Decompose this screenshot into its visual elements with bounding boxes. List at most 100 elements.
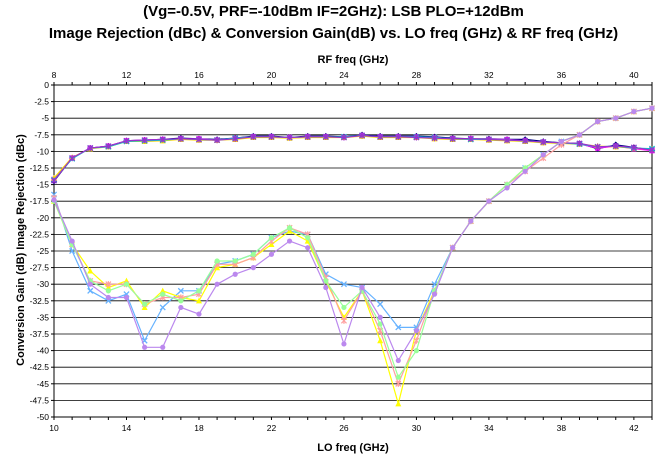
data-point [413, 134, 420, 141]
data-point [105, 142, 112, 150]
data-point [413, 328, 420, 334]
data-point [630, 144, 637, 151]
data-point [558, 138, 564, 145]
x2-tick-label: 40 [629, 70, 639, 80]
data-point [486, 198, 492, 204]
data-point [159, 136, 166, 143]
series-group [50, 105, 656, 407]
data-point [522, 137, 529, 144]
data-point [540, 139, 547, 146]
data-point [450, 245, 456, 251]
series-line [53, 134, 653, 181]
series-line [53, 107, 653, 407]
y-tick-label: -15 [37, 180, 50, 190]
data-point [178, 298, 184, 304]
data-point [177, 287, 184, 294]
x2-tick-label: 36 [557, 70, 567, 80]
series-line [53, 107, 653, 362]
data-point [105, 281, 112, 288]
data-point [69, 154, 76, 162]
data-point [123, 294, 130, 301]
data-point [177, 135, 184, 142]
data-point [323, 278, 329, 284]
data-point [504, 185, 510, 191]
data-point [395, 324, 402, 331]
x-tick-labels: 10 14 18 22 26 30 34 38 42 [49, 423, 639, 433]
data-point [395, 374, 401, 380]
y-axis-title: Conversion Gain (dB) Image Rejection (dB… [15, 134, 27, 366]
x2-tick-label: 24 [339, 70, 349, 80]
data-point [467, 135, 474, 142]
data-point [413, 337, 420, 344]
data-point [522, 168, 528, 174]
data-point [105, 288, 111, 294]
data-point [613, 115, 619, 121]
data-point [50, 177, 58, 184]
data-point [142, 344, 148, 350]
data-point [377, 133, 384, 140]
y-tick-label: -20 [37, 213, 50, 223]
data-point [340, 134, 347, 141]
data-point [340, 317, 347, 324]
y-tick-label: -10 [37, 146, 50, 156]
gridlines [54, 84, 652, 418]
data-point [431, 291, 438, 297]
data-point [631, 108, 637, 115]
x-tick-label: 34 [484, 423, 494, 433]
data-point [377, 314, 383, 320]
data-point [214, 137, 221, 144]
data-point [232, 258, 238, 264]
x2-axis-title: RF freq (GHz) [318, 54, 389, 66]
data-point [595, 118, 601, 125]
y-tick-label: -17.5 [30, 196, 50, 206]
series-10 [51, 105, 655, 364]
series-line [53, 107, 653, 386]
data-point [594, 143, 601, 150]
data-point [141, 137, 148, 144]
data-point [105, 294, 111, 301]
y-tick-label: -40 [37, 346, 50, 356]
x2-tick-label: 16 [194, 70, 204, 80]
y-tick-labels: 0 -2.5 -5 -7.5 -10 -12.5 -15 -17.5 -20 -22.5 -25 -2… [30, 80, 50, 422]
data-point [286, 225, 293, 231]
x-tick-label: 30 [412, 423, 422, 433]
data-point [196, 288, 202, 294]
axis-ticks [51, 82, 653, 420]
y-tick-label: 0 [44, 80, 49, 90]
x2-tick-label: 32 [484, 70, 494, 80]
data-point [268, 235, 275, 241]
data-point [323, 284, 329, 291]
y-tick-label: -42.5 [30, 362, 50, 372]
data-point [540, 152, 546, 158]
y-tick-label: -45 [37, 379, 50, 389]
y-tick-label: -37.5 [30, 329, 50, 339]
data-point [648, 146, 656, 154]
data-point [123, 137, 130, 144]
data-point [87, 287, 94, 294]
series-5 [50, 132, 656, 184]
data-point [87, 144, 94, 152]
data-point [250, 265, 256, 271]
y-tick-label: -27.5 [30, 263, 50, 273]
x-tick-label: 42 [629, 423, 639, 433]
data-point [51, 197, 57, 203]
x2-tick-label: 20 [267, 70, 277, 80]
data-point [195, 136, 202, 143]
data-point [160, 344, 166, 350]
data-point [232, 135, 239, 142]
data-point [576, 132, 583, 138]
data-point [504, 137, 511, 144]
y-tick-label: -7.5 [34, 130, 49, 140]
data-point [395, 133, 402, 140]
x2-tick-labels: 8 12 16 20 24 28 32 36 40 [52, 70, 639, 80]
data-point [341, 304, 347, 311]
data-point [395, 380, 402, 387]
data-point [341, 341, 347, 347]
data-point [250, 251, 256, 257]
data-point [359, 132, 366, 139]
data-point [305, 235, 311, 241]
data-point [377, 301, 384, 308]
x2-tick-label: 28 [412, 70, 422, 80]
y-tick-label: -12.5 [30, 163, 50, 173]
data-point [160, 291, 166, 297]
